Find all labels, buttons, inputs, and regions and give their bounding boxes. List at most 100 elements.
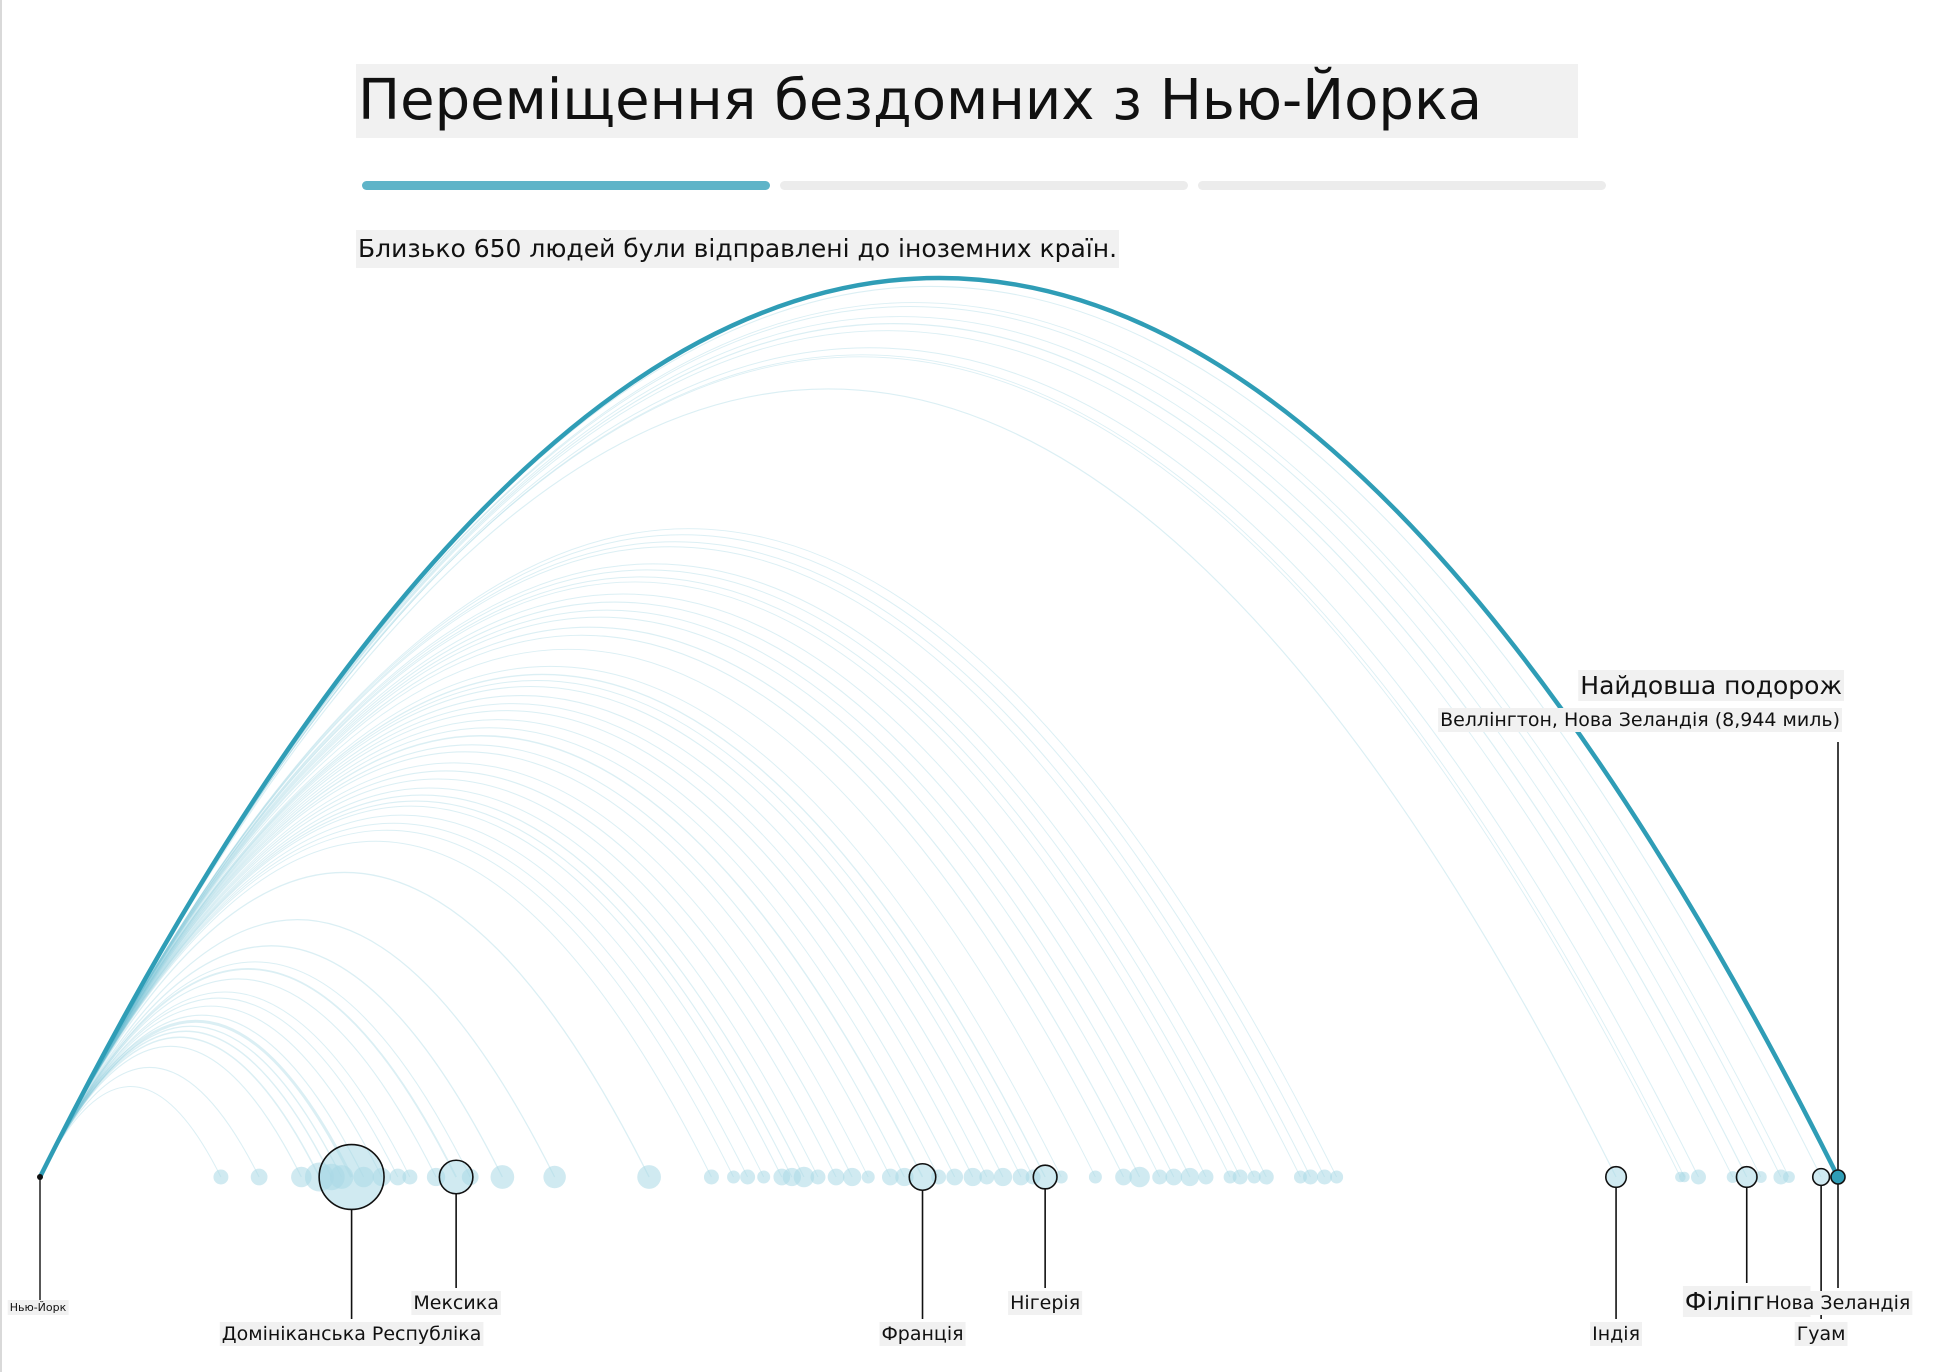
- destination-bubble[interactable]: [827, 1168, 845, 1186]
- arc-destination-14: [39, 871, 650, 1178]
- page-title: Переміщення бездомних з Нью-Йорка: [356, 64, 1578, 138]
- destination-label-bg: [1590, 1322, 1643, 1346]
- destination-bubble[interactable]: [1783, 1171, 1795, 1183]
- destination-label: Нігерія: [1010, 1292, 1080, 1314]
- progress-step-1[interactable]: [362, 181, 770, 190]
- destination-bubble[interactable]: [1129, 1166, 1150, 1188]
- destination-bubble[interactable]: [703, 1169, 719, 1185]
- left-edge-rule: [0, 0, 2, 1372]
- destination-bubble[interactable]: [1812, 1168, 1830, 1186]
- destination-label-group: Нігерія: [1008, 1291, 1083, 1315]
- destination-bubble[interactable]: [1054, 1170, 1068, 1184]
- destination-bubble[interactable]: [881, 1168, 899, 1186]
- arc-destination-40: [39, 609, 1175, 1178]
- progress-step-2[interactable]: [780, 181, 1188, 190]
- destination-bubble[interactable]: [1726, 1171, 1739, 1183]
- destination-bubble[interactable]: [250, 1168, 268, 1186]
- arc-destination-44: [39, 576, 1241, 1178]
- arc-destination-37: [39, 634, 1125, 1178]
- destination-bubble[interactable]: [319, 1144, 385, 1210]
- destination-bubble[interactable]: [1198, 1169, 1214, 1185]
- destination-bubble[interactable]: [810, 1169, 826, 1185]
- arc-destination-13: [39, 919, 556, 1178]
- callout-detail: Веллінгтон, Нова Зеландія (8,944 миль): [1440, 709, 1840, 731]
- destination-bubble[interactable]: [1232, 1169, 1248, 1185]
- destination-bubble[interactable]: [1033, 1165, 1057, 1189]
- page-subtitle: Близько 650 людей були відправлені до ін…: [356, 230, 1120, 268]
- arc-destination-55: [39, 316, 1762, 1178]
- arc-destination-49: [39, 534, 1326, 1178]
- arc-Нігерія: [39, 674, 1046, 1178]
- destination-label-bg: [411, 1291, 501, 1315]
- destination-bubble[interactable]: [543, 1165, 566, 1189]
- destination-label-group: Домініканська Республіка: [219, 1322, 484, 1346]
- arc-destination-29: [39, 719, 956, 1178]
- origin-label: Нью-Йорк: [10, 1301, 67, 1314]
- destination-bubble[interactable]: [1165, 1168, 1183, 1186]
- arc-destination-26: [39, 751, 891, 1178]
- callout-heading-group: Найдовша подорож: [1578, 670, 1844, 701]
- destination-bubble[interactable]: [490, 1165, 515, 1189]
- destination-bubble[interactable]: [1012, 1168, 1030, 1186]
- destination-bubble[interactable]: [1247, 1170, 1261, 1184]
- destination-bubble[interactable]: [389, 1168, 407, 1186]
- highlight-bubble[interactable]: [1032, 1164, 1058, 1190]
- destination-bubble[interactable]: [842, 1167, 862, 1187]
- destination-bubble[interactable]: [1605, 1166, 1627, 1188]
- arc-destination-10: [39, 978, 437, 1178]
- destination-bubble[interactable]: [1330, 1170, 1344, 1184]
- arc-destination-46: [39, 563, 1267, 1178]
- destination-bubble[interactable]: [1293, 1170, 1307, 1184]
- arc-destination-47: [39, 546, 1301, 1178]
- destination-bubble[interactable]: [1303, 1169, 1318, 1185]
- arc-destination-17: [39, 822, 749, 1178]
- arc-destination-6: [39, 1014, 365, 1178]
- destination-bubble[interactable]: [1223, 1170, 1237, 1184]
- destination-bubble[interactable]: [909, 1163, 936, 1191]
- destination-bubble[interactable]: [757, 1170, 771, 1184]
- destination-bubble[interactable]: [1258, 1169, 1274, 1185]
- arc-destination-5: [39, 1025, 343, 1178]
- arc-destination-27: [39, 744, 905, 1178]
- destination-bubble[interactable]: [1180, 1167, 1200, 1187]
- destination-bubble[interactable]: [1679, 1171, 1690, 1183]
- destination-bubble[interactable]: [1317, 1169, 1333, 1185]
- destination-bubble[interactable]: [793, 1166, 815, 1188]
- destination-bubble[interactable]: [895, 1167, 914, 1187]
- arc-destination-31: [39, 703, 988, 1178]
- destination-bubble[interactable]: [1152, 1169, 1168, 1185]
- arc-destination-51: [39, 356, 1681, 1178]
- destination-bubble[interactable]: [213, 1169, 229, 1185]
- arc-destination-41: [39, 601, 1191, 1178]
- arc-destination-39: [39, 616, 1161, 1178]
- destination-bubble[interactable]: [1690, 1169, 1706, 1185]
- destination-bubble[interactable]: [1754, 1171, 1767, 1183]
- progress-step-3[interactable]: [1198, 181, 1606, 190]
- destination-label: Індія: [1592, 1323, 1640, 1345]
- destination-bubble[interactable]: [993, 1167, 1013, 1187]
- arc-destination-45: [39, 569, 1255, 1178]
- destination-label-bg: [1763, 1291, 1913, 1315]
- destination-bubble[interactable]: [637, 1165, 661, 1189]
- leaders-layer: [39, 742, 1839, 1319]
- destination-bubble[interactable]: [963, 1167, 982, 1187]
- destination-bubble[interactable]: [402, 1169, 418, 1185]
- highlight-bubble[interactable]: [1830, 1169, 1846, 1185]
- destination-bubble[interactable]: [740, 1169, 756, 1185]
- longest-trip-arc: [37, 275, 1841, 1179]
- destination-bubble[interactable]: [1115, 1168, 1132, 1186]
- origin-label-group: Нью-Йорк: [7, 1300, 69, 1315]
- destination-bubble[interactable]: [1088, 1170, 1102, 1184]
- arc-destination-7: [39, 1005, 383, 1178]
- arc-destination-2: [39, 1045, 302, 1178]
- arc-destination-20: [39, 800, 793, 1178]
- destination-bubble[interactable]: [979, 1169, 995, 1185]
- destination-bubble[interactable]: [1736, 1166, 1757, 1188]
- arc-destination-16: [39, 829, 734, 1178]
- arc-destination-15: [39, 841, 712, 1178]
- arc-destination-53: [39, 347, 1699, 1178]
- destination-bubble[interactable]: [946, 1168, 964, 1186]
- destination-bubble[interactable]: [439, 1160, 473, 1194]
- destination-bubble[interactable]: [727, 1170, 741, 1184]
- destination-bubble[interactable]: [861, 1170, 875, 1184]
